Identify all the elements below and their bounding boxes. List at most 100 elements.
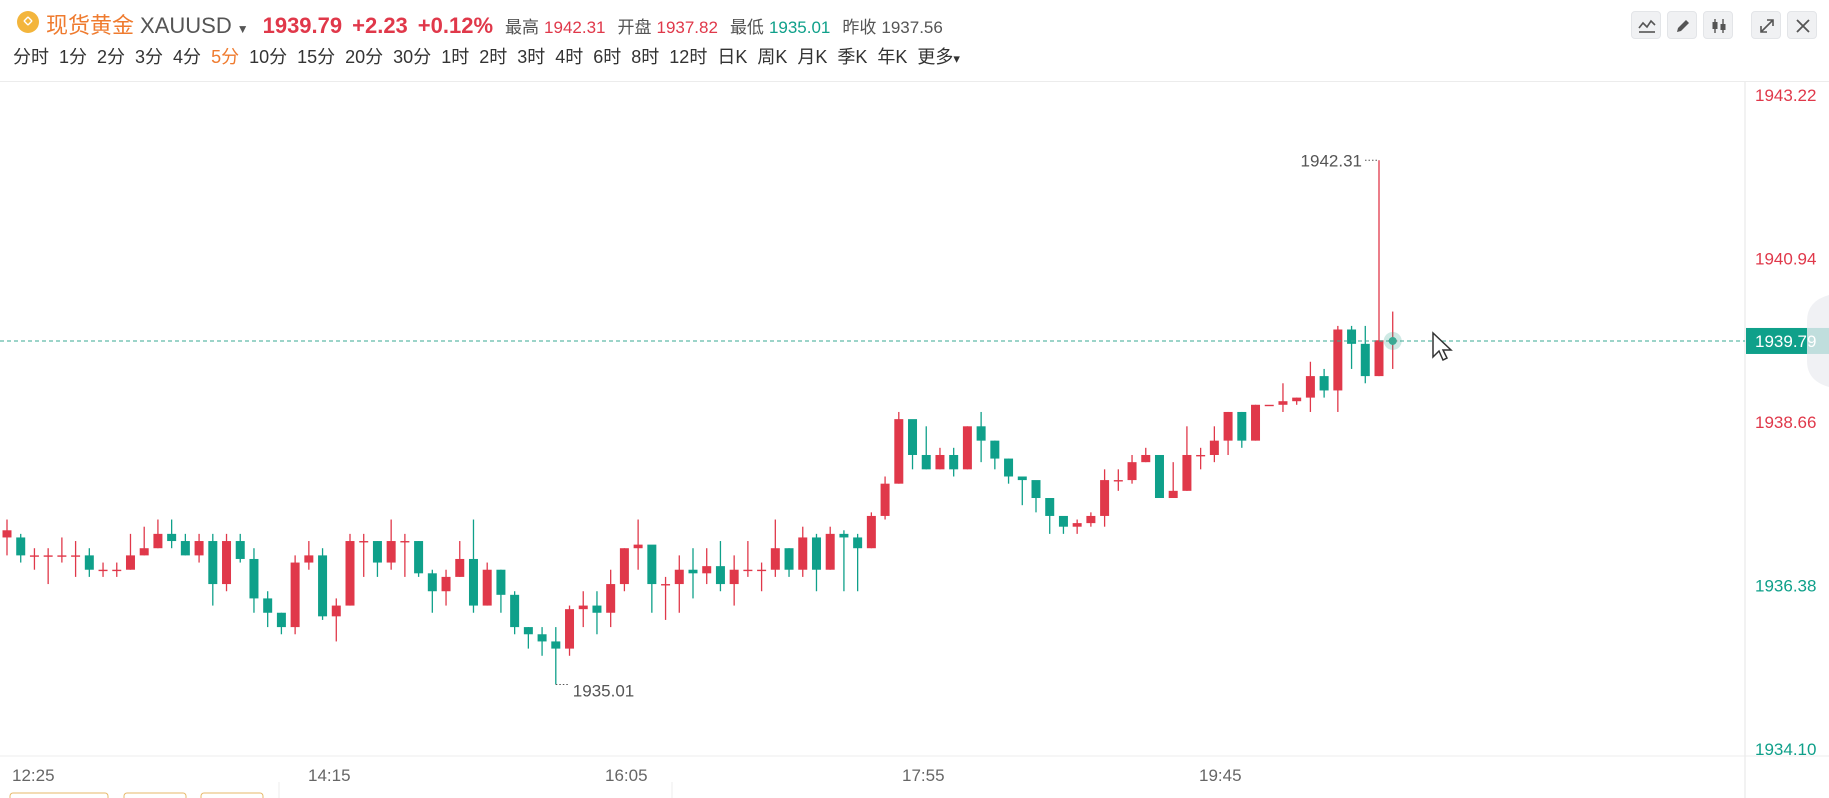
candle-body[interactable] (125, 555, 135, 570)
candle-body[interactable] (825, 533, 835, 570)
candle-body[interactable] (1168, 490, 1178, 499)
period-tab[interactable]: 4时 (555, 47, 584, 67)
candle-body[interactable] (427, 573, 437, 592)
candle-body[interactable] (921, 454, 931, 470)
candle-body[interactable] (482, 569, 492, 606)
period-tab[interactable]: 20分 (345, 47, 384, 67)
candle-body[interactable] (839, 533, 849, 538)
candle-body[interactable] (496, 569, 506, 595)
candle-body[interactable] (770, 548, 780, 570)
candle-body[interactable] (263, 598, 273, 613)
fullscreen-button[interactable] (1751, 11, 1781, 39)
candle-body[interactable] (441, 576, 451, 592)
candle-body[interactable] (455, 558, 465, 577)
candle-body[interactable] (249, 558, 259, 599)
candle-body[interactable] (2, 530, 12, 538)
indicator-button[interactable] (1631, 11, 1661, 39)
candle-body[interactable] (1031, 480, 1041, 499)
period-tab[interactable]: 分时 (13, 47, 49, 67)
candle-body[interactable] (1251, 404, 1261, 441)
caret-down-icon[interactable]: ▼ (236, 22, 249, 36)
instrument-name[interactable]: 现货黄金 (46, 13, 135, 38)
candle-body[interactable] (647, 544, 657, 585)
candle-body[interactable] (976, 426, 986, 441)
candle-body[interactable] (222, 541, 232, 585)
candle-body[interactable] (84, 555, 94, 570)
candlestick-chart[interactable]: 1942.31 1935.01 1943.22 1940.94 1939.79 1938.… (0, 82, 1829, 798)
close-button[interactable] (1787, 11, 1817, 39)
period-tab[interactable]: 更多▾ (917, 47, 960, 67)
candle-body[interactable] (715, 566, 725, 585)
candle-body[interactable] (688, 569, 698, 574)
candle-body[interactable] (304, 555, 314, 563)
candle-body[interactable] (1360, 343, 1370, 377)
candle-body[interactable] (29, 555, 39, 557)
candle-body[interactable] (811, 537, 821, 570)
candle-body[interactable] (359, 541, 369, 543)
candle-body[interactable] (1278, 401, 1288, 405)
candle-body[interactable] (208, 541, 218, 585)
candle-body[interactable] (167, 533, 177, 542)
candle-body[interactable] (661, 584, 671, 586)
candle-body[interactable] (1141, 454, 1151, 463)
candle-body[interactable] (1209, 440, 1219, 455)
indicator-tab[interactable] (9, 792, 109, 798)
candle-body[interactable] (318, 555, 328, 617)
candle-body[interactable] (1154, 454, 1164, 499)
candle-body[interactable] (674, 569, 684, 585)
candle-body[interactable] (345, 541, 355, 606)
candle-body[interactable] (1100, 480, 1110, 516)
period-tab[interactable]: 8时 (631, 47, 660, 67)
period-tab[interactable]: 2分 (97, 47, 126, 67)
candle-body[interactable] (592, 605, 602, 613)
candle-body[interactable] (578, 605, 588, 610)
period-tab[interactable]: 周K (757, 47, 788, 67)
candle-body[interactable] (1004, 458, 1014, 477)
candle-body[interactable] (1127, 462, 1137, 481)
candle-body[interactable] (537, 634, 547, 642)
candle-body[interactable] (510, 594, 520, 628)
candle-body[interactable] (153, 533, 163, 549)
candle-body[interactable] (935, 454, 945, 470)
period-tab[interactable]: 1时 (441, 47, 470, 67)
candle-body[interactable] (276, 612, 286, 628)
candle-body[interactable] (880, 483, 890, 516)
period-tab[interactable]: 5分 (211, 47, 240, 67)
candle-body[interactable] (606, 584, 616, 613)
candle-body[interactable] (1305, 376, 1315, 398)
candle-body[interactable] (1347, 329, 1357, 344)
candle-body[interactable] (551, 641, 561, 649)
candle-body[interactable] (743, 569, 753, 572)
candle-body[interactable] (1045, 498, 1055, 516)
period-tab[interactable]: 月K (797, 47, 828, 67)
candle-body[interactable] (1196, 454, 1206, 457)
candle-body[interactable] (468, 558, 478, 606)
candle-body[interactable] (43, 555, 53, 557)
candle-body[interactable] (98, 569, 108, 572)
period-tab[interactable]: 12时 (669, 47, 708, 67)
candle-body[interactable] (908, 419, 918, 455)
candle-body[interactable] (1333, 329, 1343, 391)
candle-body[interactable] (962, 426, 972, 470)
period-tab[interactable]: 日K (717, 47, 748, 67)
candle-body[interactable] (619, 548, 629, 585)
candle-body[interactable] (1017, 476, 1027, 481)
candle-body[interactable] (1374, 340, 1384, 377)
period-tab[interactable]: 2时 (479, 47, 508, 67)
candle-body[interactable] (523, 627, 533, 635)
period-tab[interactable]: 6时 (593, 47, 622, 67)
candle-body[interactable] (729, 569, 739, 585)
candle-body[interactable] (180, 541, 190, 556)
candle-body[interactable] (57, 555, 67, 557)
candle-body[interactable] (1182, 454, 1192, 491)
candle-body[interactable] (1058, 515, 1068, 527)
indicator-tab[interactable] (200, 792, 264, 798)
candle-body[interactable] (798, 537, 808, 570)
period-tab[interactable]: 30分 (393, 47, 432, 67)
candle-body[interactable] (112, 569, 122, 572)
candle-body[interactable] (400, 541, 410, 543)
candle-body[interactable] (990, 440, 1000, 459)
candle-body[interactable] (1086, 515, 1096, 524)
candle-body[interactable] (71, 555, 81, 557)
candle-body[interactable] (194, 541, 204, 556)
